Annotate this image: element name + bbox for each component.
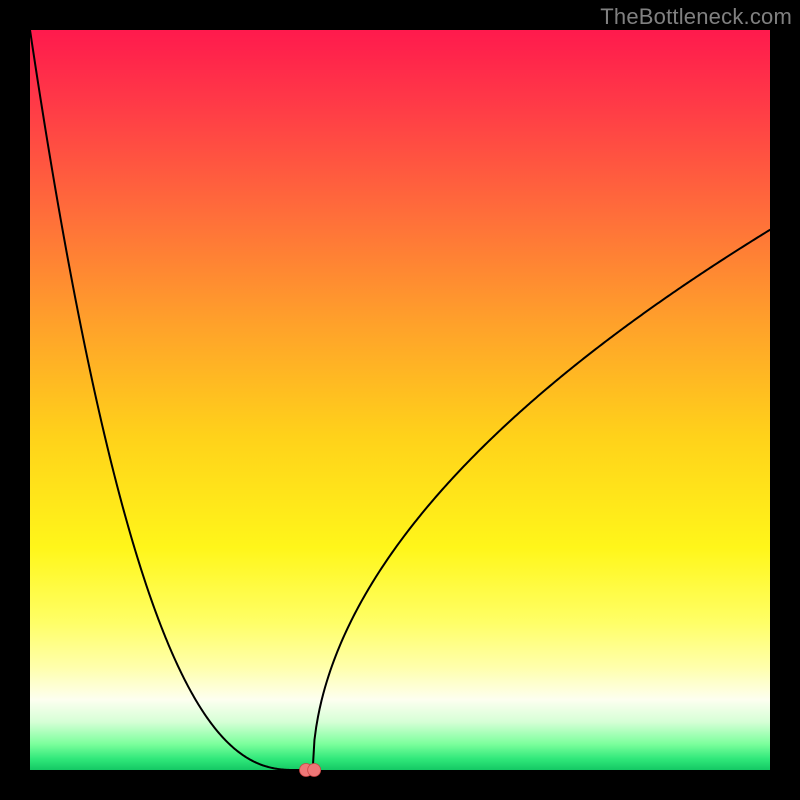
- watermark-text: TheBottleneck.com: [600, 4, 792, 30]
- plot-background: [30, 30, 770, 770]
- bottleneck-chart-svg: [0, 0, 800, 800]
- vertex-marker: [308, 764, 321, 777]
- chart-stage: TheBottleneck.com: [0, 0, 800, 800]
